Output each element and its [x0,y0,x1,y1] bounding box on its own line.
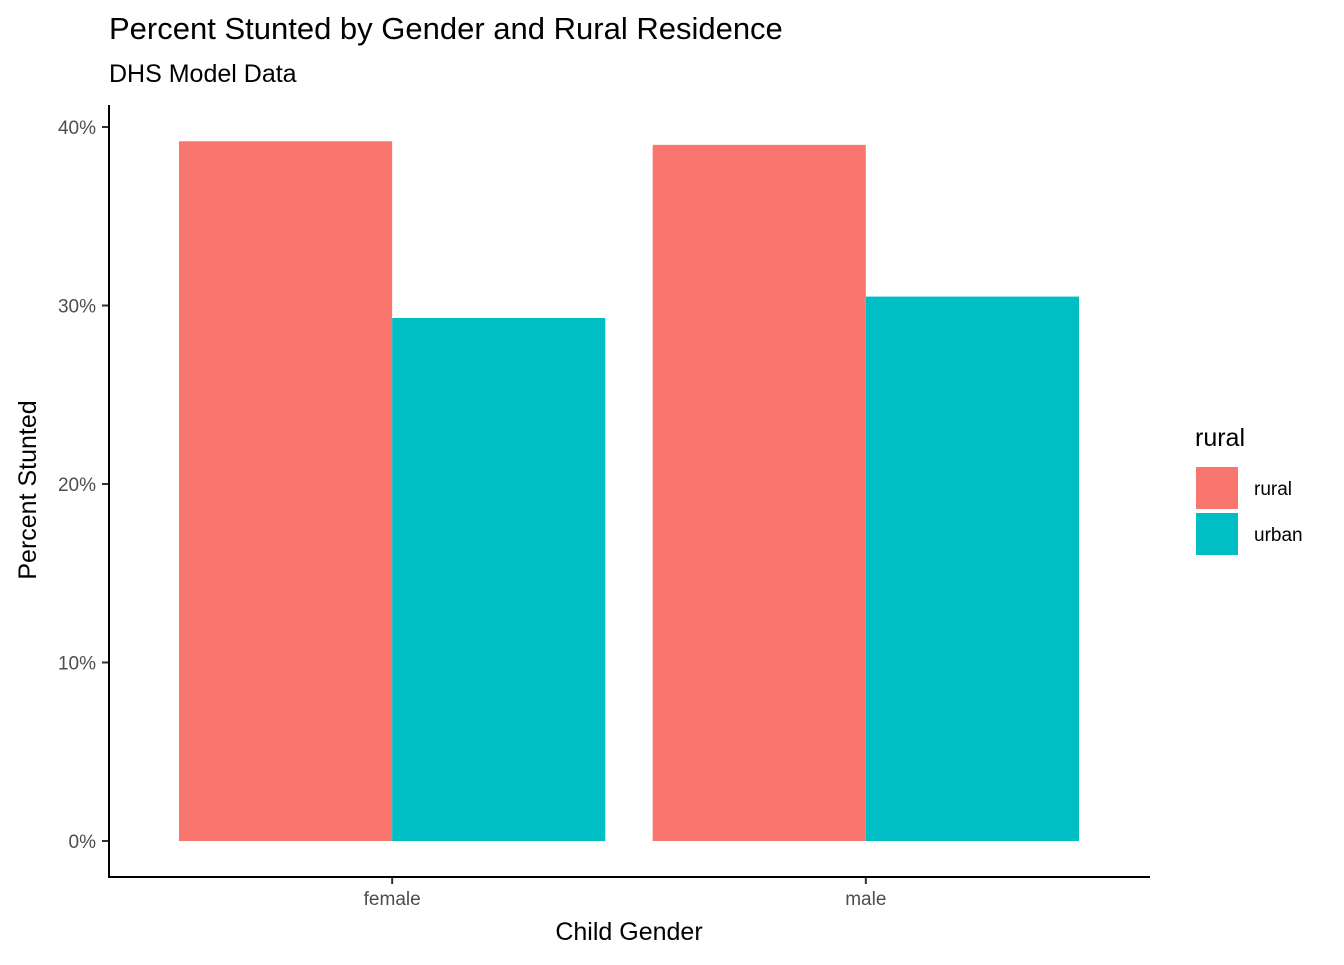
legend: rural rural urban [1195,424,1303,555]
legend-key-urban [1196,513,1238,555]
x-axis-title: Child Gender [555,918,702,946]
x-tick-label-male: male [845,889,886,910]
bar-male-urban [865,296,1079,841]
bar-female-rural [179,141,393,841]
legend-label-urban: urban [1254,525,1303,546]
chart-title: Percent Stunted by Gender and Rural Resi… [109,11,783,46]
legend-items: rural urban [1196,467,1303,555]
chart-subtitle: DHS Model Data [109,60,297,88]
y-tick-label-40: 40% [58,118,96,139]
legend-label-rural: rural [1254,479,1292,500]
y-axis-title: Percent Stunted [14,400,42,579]
legend-key-rural [1196,467,1238,509]
y-tick-label-20: 20% [58,475,96,496]
y-tick-label-10: 10% [58,654,96,675]
y-tick-label-0: 0% [69,832,97,853]
legend-title: rural [1195,424,1245,452]
x-axis-ticks: female male [364,877,886,910]
bars-group [179,141,1079,842]
bar-female-urban [392,317,606,841]
bar-male-rural [652,144,866,842]
y-tick-label-30: 30% [58,297,96,318]
x-tick-label-female: female [364,889,421,910]
y-axis-ticks: 0% 10% 20% 30% 40% [58,118,109,853]
